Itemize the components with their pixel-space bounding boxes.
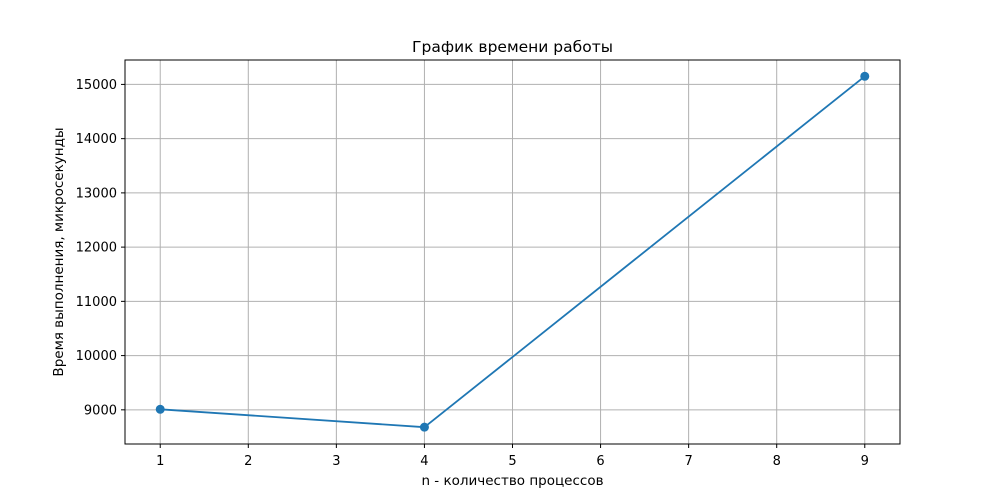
y-tick-label: 9000 <box>84 403 117 418</box>
y-axis-label: Время выполнения, микросекунды <box>51 127 67 376</box>
x-tick-label: 2 <box>244 454 252 469</box>
y-tick-label: 11000 <box>76 295 117 310</box>
x-tick-label: 4 <box>420 454 428 469</box>
x-tick-label: 7 <box>684 454 692 469</box>
y-tick-label: 12000 <box>76 241 117 256</box>
data-point <box>419 422 429 432</box>
y-tick-label: 14000 <box>76 132 117 147</box>
x-tick-label: 1 <box>156 454 164 469</box>
ticks: 1 2 3 4 5 6 7 8 9 9000 10000 11000 12000 13000 14000 15… <box>76 78 869 469</box>
data-point <box>860 71 870 81</box>
x-tick-label: 3 <box>332 454 340 469</box>
data-point <box>155 404 165 414</box>
x-tick-label: 8 <box>773 454 781 469</box>
x-tick-label: 9 <box>861 454 869 469</box>
y-tick-label: 13000 <box>76 186 117 201</box>
x-tick-label: 5 <box>508 454 516 469</box>
grid <box>125 60 900 444</box>
chart-title: График времени работы <box>412 38 613 56</box>
x-axis-label: n - количество процессов <box>421 473 603 489</box>
y-tick-label: 10000 <box>76 349 117 364</box>
x-tick-label: 6 <box>596 454 604 469</box>
series <box>155 71 870 432</box>
y-tick-label: 15000 <box>76 78 117 93</box>
